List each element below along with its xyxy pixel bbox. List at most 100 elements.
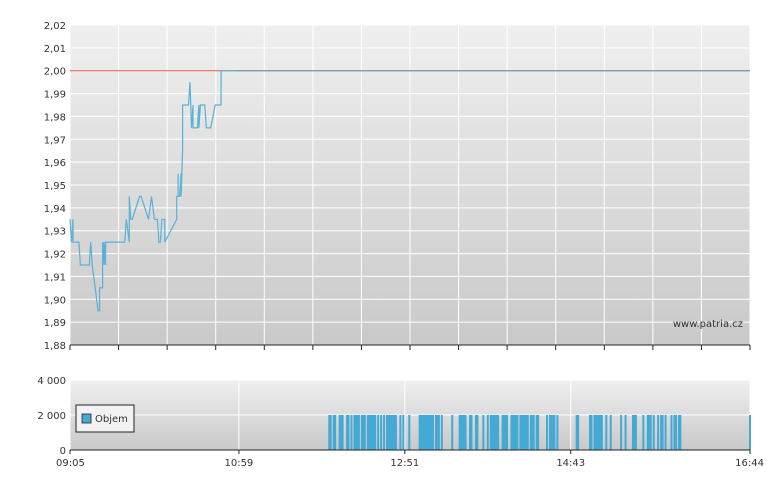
volume-bar <box>338 415 341 450</box>
volume-bar <box>516 415 519 450</box>
volume-bar <box>648 415 651 450</box>
volume-bar <box>340 415 343 450</box>
volume-bar <box>461 415 464 450</box>
volume-bar <box>670 415 673 450</box>
volume-bar <box>593 415 596 450</box>
volume-bar <box>362 415 365 450</box>
volume-bar <box>495 415 498 450</box>
volume-bar <box>399 415 402 450</box>
volume-bar <box>357 415 360 450</box>
volume-bar <box>649 415 652 450</box>
legend-swatch <box>81 413 92 424</box>
volume-bar <box>389 415 391 450</box>
volume-bar <box>525 415 528 450</box>
volume-bar <box>529 415 532 450</box>
price-y-tick-label: 1,90 <box>44 295 66 306</box>
volume-bar <box>522 415 525 450</box>
volume-bar <box>426 415 429 450</box>
volume-bar <box>391 415 394 450</box>
price-y-tick-label: 1,96 <box>44 158 66 169</box>
volume-bar <box>408 415 411 450</box>
volume-bar <box>546 415 549 450</box>
price-y-tick-label: 1,91 <box>44 272 66 283</box>
volume-bar <box>597 415 600 450</box>
price-y-tick-label: 1,95 <box>44 181 66 192</box>
volume-bar <box>393 415 396 450</box>
volume-bar <box>513 415 516 450</box>
volume-bar <box>535 415 538 450</box>
volume-bar <box>624 415 627 450</box>
volume-bar <box>531 415 534 450</box>
volume-bars <box>328 415 751 450</box>
volume-bar <box>497 415 500 450</box>
volume-bar <box>332 415 335 450</box>
volume-bar <box>642 415 645 450</box>
volume-bar <box>514 415 517 450</box>
volume-bar <box>652 415 655 450</box>
volume-bar <box>421 415 424 450</box>
volume-bar <box>503 415 506 450</box>
volume-bar <box>537 415 540 450</box>
volume-bar <box>383 415 386 450</box>
price-y-tick-label: 2,01 <box>44 44 66 55</box>
volume-bar <box>437 415 440 450</box>
volume-bar <box>664 415 667 450</box>
volume-bar <box>486 415 489 450</box>
volume-bar <box>390 415 393 450</box>
volume-bar <box>463 415 466 450</box>
volume-bar <box>356 415 359 450</box>
volume-bar <box>360 415 363 450</box>
watermark: www.patria.cz <box>673 319 743 330</box>
volume-bar <box>353 415 356 450</box>
price-y-tick-label: 1,92 <box>44 250 66 261</box>
volume-bar <box>673 415 676 450</box>
volume-bar <box>599 415 602 450</box>
volume-bar <box>377 415 380 450</box>
volume-bar <box>631 415 634 450</box>
volume-y-axis: 4 000 2 000 0 <box>37 376 66 457</box>
volume-bar <box>504 415 507 450</box>
volume-bar <box>553 415 556 450</box>
volume-bar <box>372 415 375 450</box>
volume-bar <box>506 415 509 450</box>
volume-bar <box>434 415 437 450</box>
volume-bar <box>402 415 405 450</box>
volume-y-tick-label: 0 <box>60 446 66 457</box>
price-y-tick-label: 1,98 <box>44 112 66 123</box>
volume-bar <box>596 415 599 450</box>
volume-bar <box>549 415 551 450</box>
volume-bar <box>501 415 504 450</box>
volume-bar <box>532 415 535 450</box>
volume-bar <box>605 415 608 450</box>
volume-bar <box>329 415 332 450</box>
volume-bar <box>423 415 426 450</box>
volume-bar <box>590 415 593 450</box>
volume-bar <box>575 415 578 450</box>
price-x-ticks <box>69 345 751 350</box>
volume-bar <box>589 415 591 450</box>
volume-bar <box>354 415 357 450</box>
volume-bar <box>633 415 636 450</box>
volume-bar <box>476 415 479 450</box>
volume-bar <box>520 415 523 450</box>
volume-bar <box>491 415 494 450</box>
volume-bar <box>609 415 612 450</box>
volume-bar <box>429 415 431 450</box>
volume-bar <box>369 415 372 450</box>
price-y-tick-label: 2,02 <box>44 21 66 32</box>
volume-bar <box>749 415 751 450</box>
volume-y-tick-label: 4 000 <box>37 376 66 387</box>
volume-bar <box>482 415 485 450</box>
price-y-tick-label: 1,93 <box>44 227 66 238</box>
volume-bar <box>474 415 477 450</box>
volume-bar <box>511 415 514 450</box>
volume-bar <box>368 415 371 450</box>
price-y-tick-label: 1,97 <box>44 135 66 146</box>
volume-bar <box>469 415 471 450</box>
volume-legend: Objem <box>75 404 135 433</box>
volume-bar <box>510 415 513 450</box>
volume-bar <box>328 415 331 450</box>
volume-bar <box>594 415 597 450</box>
volume-bar <box>489 415 492 450</box>
